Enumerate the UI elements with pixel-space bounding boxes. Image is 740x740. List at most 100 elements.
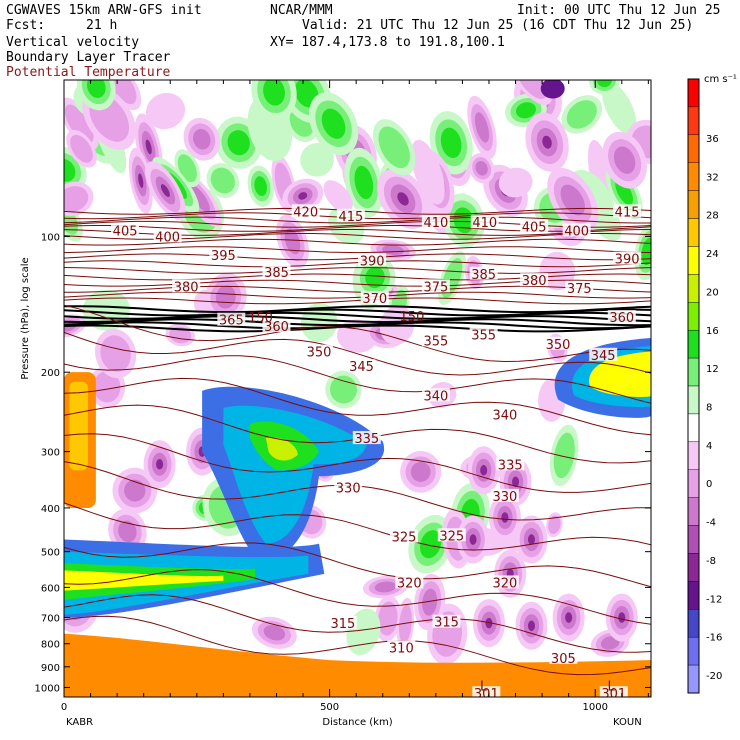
theta-label: 320 — [397, 576, 422, 591]
theta-label-bg — [469, 327, 498, 341]
theta-label: 355 — [423, 334, 448, 349]
w-cell-down — [474, 112, 490, 143]
theta-label: 350 — [546, 338, 571, 353]
w-cell-up — [365, 266, 385, 289]
theta-label: 405 — [113, 224, 138, 239]
w-cell-down — [540, 80, 565, 99]
theta-label: 400 — [564, 224, 589, 239]
w-cell-up — [440, 127, 462, 159]
forecast-hour-label: Fcst: — [6, 18, 46, 33]
theta-label: 355 — [471, 329, 496, 344]
w-cell-down — [323, 180, 353, 213]
w-cell-down — [410, 461, 431, 482]
theta-label: 315 — [330, 617, 355, 632]
theta-label-bg — [565, 280, 594, 294]
w-cell-up — [601, 81, 637, 135]
w-cell-down — [613, 146, 636, 174]
colorbar-swatch — [687, 246, 700, 275]
theta-label: 360 — [264, 320, 289, 335]
colorbar-tick-label: 8 — [706, 403, 712, 414]
colorbar-swatch — [687, 413, 700, 443]
theta-label-bg — [437, 528, 466, 542]
w-cell-down — [501, 512, 509, 523]
w-cell-down — [382, 245, 404, 256]
theta-label-bg — [358, 253, 387, 267]
colorbar-tick-label: 16 — [706, 326, 719, 337]
marker-label: 150 — [248, 311, 273, 326]
theta-label-bg — [153, 229, 182, 243]
w-cell-up — [64, 158, 76, 182]
theta-contour — [64, 216, 651, 224]
forecast-hour-value: 21 h — [86, 18, 118, 33]
theta-label-bg — [389, 529, 418, 543]
theta-label-bg — [217, 312, 246, 326]
w-cell-up — [378, 126, 410, 169]
valid-time: Valid: 21 UTC Thu 12 Jun 25 (16 CDT Thu … — [302, 18, 694, 33]
field-boundary-layer-tracer: Boundary Layer Tracer — [6, 50, 171, 65]
x-tick-label: 500 — [320, 702, 339, 713]
theta-label-bg — [432, 614, 461, 628]
w-cell-up — [641, 237, 651, 266]
theta-label: 340 — [492, 408, 517, 423]
theta-label: 410 — [472, 216, 497, 231]
theta-label: 390 — [360, 254, 385, 269]
w-cell-down — [145, 92, 186, 130]
plot-frame — [63, 79, 652, 698]
w-cell-down — [422, 588, 438, 616]
w-cell-up — [254, 176, 267, 197]
w-cell-down — [480, 464, 488, 476]
w-cell-down — [560, 184, 586, 216]
theta-label-bg — [520, 273, 549, 287]
colorbar-swatch — [687, 78, 700, 108]
w-cell-down — [109, 80, 137, 105]
theta-label-bg — [549, 650, 578, 664]
theta-contour — [64, 377, 651, 436]
w-cell-down — [600, 636, 620, 650]
colorbar-swatch — [687, 218, 700, 247]
w-cell-down — [118, 520, 137, 543]
w-cell-down — [298, 192, 308, 200]
w-cell-up — [321, 108, 346, 139]
theta-contour — [64, 542, 651, 588]
theta-label-bg — [490, 575, 519, 589]
colorbar-tick-label: 20 — [706, 287, 719, 298]
theta-label: 390 — [615, 253, 640, 268]
theta-label: 340 — [423, 389, 448, 404]
marker-label: L — [480, 679, 488, 694]
colorbar-tick-label: 12 — [706, 364, 719, 375]
colorbar-swatch — [687, 106, 700, 136]
w-cell-down — [498, 167, 533, 198]
w-cell-up — [210, 167, 235, 194]
theta-label-bg — [613, 204, 642, 218]
theta-label-bg — [599, 686, 628, 697]
colorbar-swatch — [687, 581, 700, 610]
theta-contour — [64, 331, 651, 376]
theta-contour — [64, 355, 651, 404]
colorbar-tick-label: 36 — [706, 134, 719, 145]
theta-label: 365 — [219, 314, 244, 329]
marker-label: L — [608, 679, 616, 694]
colorbar-swatch — [687, 274, 700, 303]
theta-label-bg — [328, 616, 357, 630]
theta-label-bg — [490, 488, 519, 502]
theta-label-bg — [172, 279, 201, 293]
theta-label-bg — [613, 251, 642, 265]
model-title: CGWAVES 15km ARW-GFS init — [6, 3, 202, 18]
init-time: Init: 00 UTC Thu 12 Jun 25 — [517, 3, 721, 18]
theta-contour — [64, 502, 651, 551]
x-axis-label: Distance (km) — [322, 717, 392, 728]
w-cell-up — [566, 100, 597, 129]
theta-label-bg — [304, 344, 333, 358]
w-cell-up — [177, 154, 197, 183]
theta-label: 395 — [211, 249, 236, 264]
theta-label-bg — [360, 291, 389, 305]
theta-contour — [64, 285, 651, 293]
theta-label: 330 — [336, 481, 361, 496]
w-cell-up — [227, 130, 250, 156]
theta-label: 335 — [354, 432, 379, 447]
theta-label-bg — [347, 359, 376, 373]
colorbar-swatch — [687, 357, 700, 387]
y-axis-label: Pressure (hPa), log scale — [20, 257, 31, 379]
w-cell-up — [515, 102, 536, 119]
